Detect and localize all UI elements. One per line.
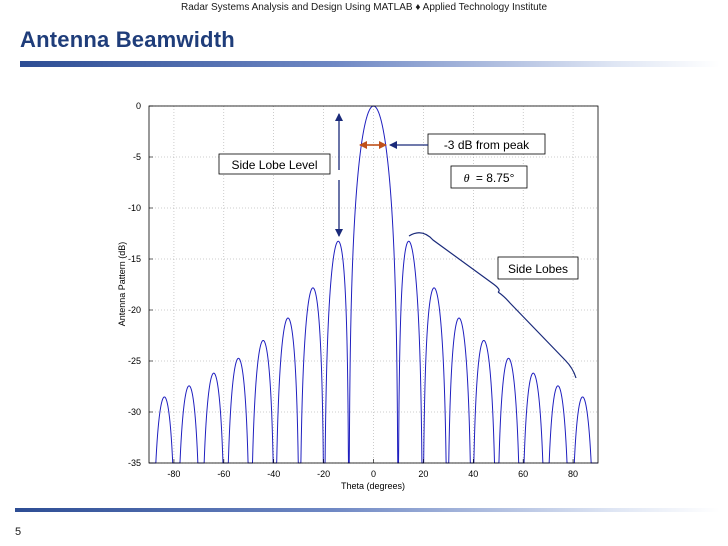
minus3db-box xyxy=(427,133,546,155)
title-underline xyxy=(20,61,720,67)
x-tick-label: -20 xyxy=(317,469,330,479)
x-tick-label: -40 xyxy=(267,469,280,479)
x-tick-label: -80 xyxy=(167,469,180,479)
side-lobes-bracket xyxy=(408,232,577,379)
grid-lines xyxy=(149,105,598,464)
y-tick-label: 0 xyxy=(136,101,141,111)
footer-underline xyxy=(15,508,720,512)
x-tick-label: 60 xyxy=(518,469,528,479)
x-axis-label: Theta (degrees) xyxy=(341,481,405,491)
x-tick-label: 20 xyxy=(418,469,428,479)
x-tick-label: 80 xyxy=(568,469,578,479)
side-lobes-box xyxy=(497,256,579,280)
x-axis-ticks: -80 -60 -40 -20 0 20 40 60 80 xyxy=(167,459,578,479)
x-tick-label: -60 xyxy=(217,469,230,479)
y-tick-label: -5 xyxy=(133,152,141,162)
y-tick-label: -25 xyxy=(128,356,141,366)
slide-title: Antenna Beamwidth xyxy=(20,27,235,52)
y-tick-label: -15 xyxy=(128,254,141,264)
slide-header: Radar Systems Analysis and Design Using … xyxy=(180,2,548,13)
theta-symbol: θ xyxy=(464,171,470,185)
side-lobe-level-label: Side Lobe Level xyxy=(231,158,317,172)
theta-box xyxy=(450,165,528,189)
y-tick-label: -20 xyxy=(128,305,141,315)
side-lobe-level-box xyxy=(218,153,331,175)
side-lobes-label: Side Lobes xyxy=(508,262,568,276)
x-tick-label: 40 xyxy=(468,469,478,479)
y-axis-ticks: 0 -5 -10 -15 -20 -25 -30 -35 xyxy=(128,101,153,468)
page-number: 5 xyxy=(15,526,22,538)
y-tick-label: -10 xyxy=(128,203,141,213)
y-tick-label: -30 xyxy=(128,407,141,417)
theta-value: = 8.75° xyxy=(476,171,515,185)
minus3db-label: -3 dB from peak xyxy=(444,138,530,152)
y-tick-label: -35 xyxy=(128,458,141,468)
y-axis-label: Antenna Pattern (dB) xyxy=(117,242,127,327)
theta-label: θ = 8.75° xyxy=(464,171,515,185)
x-tick-label: 0 xyxy=(371,469,376,479)
